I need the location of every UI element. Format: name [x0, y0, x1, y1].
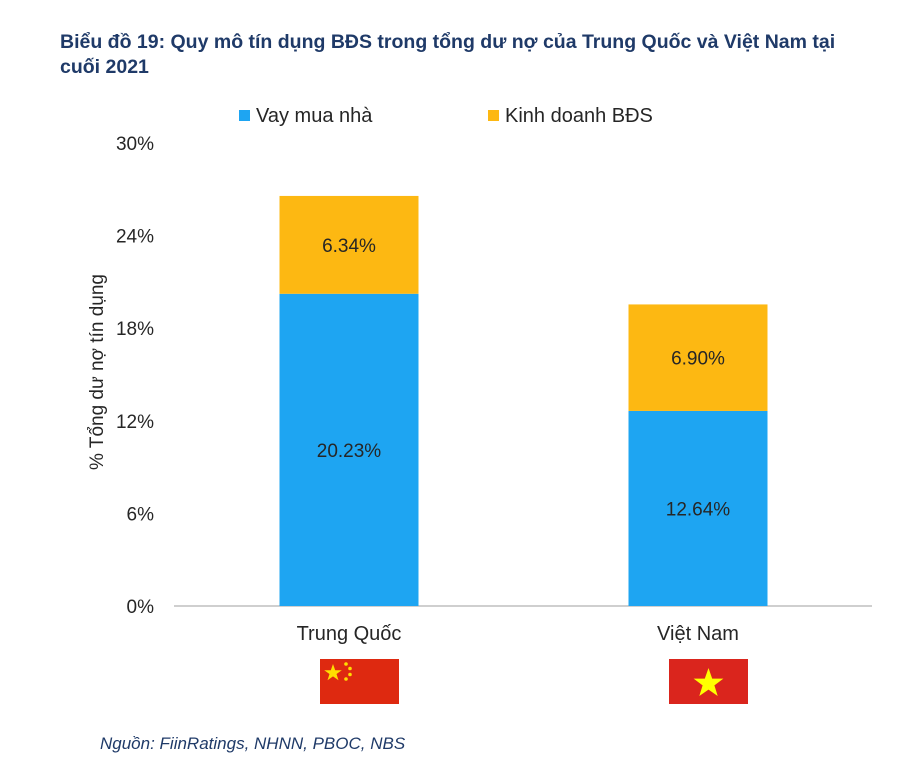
data-label: 6.34% — [322, 236, 376, 257]
y-axis-label: % Tổng dư nợ tín dụng — [87, 274, 108, 470]
x-tick-label: Việt Nam — [657, 623, 739, 645]
legend-label: Vay mua nhà — [256, 105, 373, 127]
bar-segment — [628, 410, 768, 606]
data-label: 20.23% — [317, 441, 382, 462]
vietnam-flag-icon — [669, 659, 748, 704]
y-tick-label: 6% — [127, 504, 155, 525]
y-axis: 0% 6% 12% 18% 24% 30% — [116, 134, 154, 618]
x-axis: Trung Quốc Việt Nam — [297, 623, 739, 645]
y-tick-label: 30% — [116, 134, 154, 155]
source-note: Nguồn: FiinRatings, NHNN, PBOC, NBS — [100, 734, 406, 753]
bars: 20.23% 6.34% 12.64% 6.90% — [279, 195, 768, 606]
x-tick-label: Trung Quốc — [297, 623, 402, 645]
data-label: 6.90% — [671, 349, 725, 370]
china-flag-icon — [320, 659, 399, 704]
bar-segment — [279, 195, 419, 294]
chart-title: Biểu đồ 19: Quy mô tín dụng BĐS trong tổ… — [60, 31, 836, 78]
legend: Vay mua nhà Kinh doanh BĐS — [239, 105, 653, 127]
legend-label: Kinh doanh BĐS — [505, 105, 653, 127]
y-tick-label: 24% — [116, 227, 154, 248]
bar-segment — [628, 304, 768, 411]
bar-segment — [279, 293, 419, 606]
data-label: 12.64% — [666, 499, 731, 520]
y-tick-label: 18% — [116, 319, 154, 340]
legend-swatch — [239, 110, 250, 121]
flags — [320, 659, 748, 704]
legend-swatch — [488, 110, 499, 121]
y-tick-label: 0% — [127, 597, 155, 618]
y-tick-label: 12% — [116, 412, 154, 433]
